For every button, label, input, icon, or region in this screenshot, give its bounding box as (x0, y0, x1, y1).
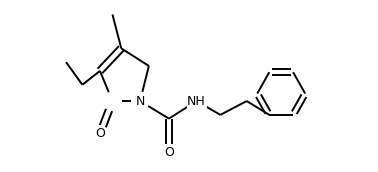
Text: N: N (135, 95, 145, 108)
Text: O: O (164, 146, 174, 159)
Text: NH: NH (187, 95, 206, 108)
Text: O: O (95, 127, 105, 140)
